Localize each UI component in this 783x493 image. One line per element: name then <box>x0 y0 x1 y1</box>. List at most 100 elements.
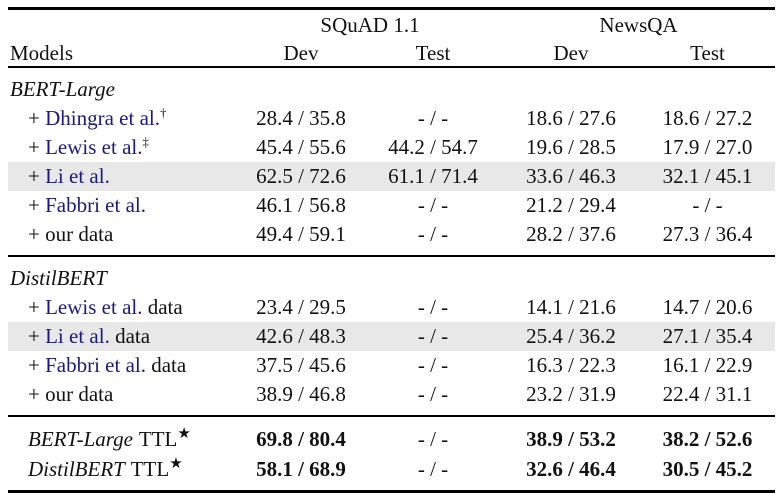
model-row-label: + Li et al. <box>8 162 238 191</box>
cell-newsqa-dev: 23.2 / 31.9 <box>526 382 616 406</box>
column-header-row: Models Dev Test Dev Test <box>8 40 775 67</box>
cell-newsqa-dev: 28.2 / 37.6 <box>526 222 616 246</box>
cell-newsqa-test: 38.2 / 52.6 <box>662 426 753 451</box>
citation-link[interactable]: Li et al. <box>45 324 110 348</box>
model-row-label: + Dhingra et al.† <box>8 104 238 133</box>
cell-squad-test: 61.1 / 71.4 <box>364 162 502 191</box>
cell-newsqa-test: 18.6 / 27.2 <box>662 106 753 130</box>
row-suffix: data <box>145 353 187 377</box>
section-distilbert: DistilBERT + Lewis et al. data 23.4 / 29… <box>8 256 775 416</box>
cell-newsqa-test: 30.5 / 45.2 <box>662 456 753 481</box>
section-title: DistilBERT <box>10 265 107 290</box>
cell-newsqa-test: 14.7 / 20.6 <box>662 295 753 319</box>
citation-link[interactable]: Fabbri et al. <box>45 353 146 377</box>
section-title-row: DistilBERT <box>8 256 775 293</box>
section-ttl-results: BERT-Large TTL★ 69.8 / 80.4 - / - 38.9 / … <box>8 416 775 492</box>
cell-newsqa-test: - / - <box>692 193 723 217</box>
col-header-newsqa-dev: Dev <box>553 41 589 65</box>
group-header-squad: SQuAD 1.1 <box>320 13 420 37</box>
cell-squad-dev: 69.8 / 80.4 <box>256 426 346 451</box>
table-row: + Lewis et al.‡ 45.4 / 55.6 44.2 / 54.7 … <box>8 133 775 162</box>
model-row-label: + Fabbri et al. data <box>8 351 238 380</box>
results-table: SQuAD 1.1 NewsQA Models Dev Test Dev Tes… <box>8 7 775 493</box>
table-row: + Fabbri et al. 46.1 / 56.8 - / - 21.2 /… <box>8 191 775 220</box>
cell-squad-test: - / - <box>417 353 449 377</box>
cell-squad-dev: 49.4 / 59.1 <box>256 222 346 246</box>
ttl-label: TTL <box>138 426 178 451</box>
group-header-newsqa: NewsQA <box>599 13 678 37</box>
row-prefix: + <box>28 135 46 159</box>
table-row: + our data 49.4 / 59.1 - / - 28.2 / 37.6… <box>8 220 775 256</box>
col-header-newsqa-test: Test <box>690 41 725 65</box>
cell-newsqa-test: 32.1 / 45.1 <box>640 162 775 191</box>
cell-squad-dev: 42.6 / 48.3 <box>238 322 364 351</box>
citation-link[interactable]: Li et al. <box>45 164 110 188</box>
cell-squad-test: - / - <box>417 295 449 319</box>
cell-newsqa-dev: 33.6 / 46.3 <box>502 162 640 191</box>
model-row-label: + our data <box>8 220 238 256</box>
cell-squad-dev: 37.5 / 45.6 <box>256 353 346 377</box>
model-name: BERT-Large <box>28 426 133 451</box>
cell-squad-dev: 45.4 / 55.6 <box>256 135 346 159</box>
cell-newsqa-dev: 38.9 / 53.2 <box>526 426 616 451</box>
double-dagger-footnote-mark: ‡ <box>142 134 149 149</box>
row-suffix: data <box>109 324 151 348</box>
table-row: + Fabbri et al. data 37.5 / 45.6 - / - 1… <box>8 351 775 380</box>
row-prefix: + <box>28 106 46 130</box>
cell-squad-dev: 38.9 / 46.8 <box>256 382 346 406</box>
cell-newsqa-dev: 19.6 / 28.5 <box>526 135 616 159</box>
cell-newsqa-test: 27.3 / 36.4 <box>662 222 753 246</box>
table-header: SQuAD 1.1 NewsQA Models Dev Test Dev Tes… <box>8 9 775 67</box>
table-row: + Lewis et al. data 23.4 / 29.5 - / - 14… <box>8 293 775 322</box>
model-row-label: + Li et al. data <box>8 322 238 351</box>
cell-squad-dev: 58.1 / 68.9 <box>256 456 346 481</box>
row-prefix: + <box>28 353 46 377</box>
row-prefix: + <box>28 295 46 319</box>
cell-squad-test: - / - <box>417 456 449 481</box>
citation-link[interactable]: Lewis et al. <box>45 135 143 159</box>
cell-squad-dev: 28.4 / 35.8 <box>256 106 346 130</box>
cell-squad-test: - / - <box>417 382 449 406</box>
cell-newsqa-dev: 18.6 / 27.6 <box>526 106 616 130</box>
cell-squad-dev: 46.1 / 56.8 <box>256 193 346 217</box>
cell-newsqa-dev: 25.4 / 36.2 <box>502 322 640 351</box>
cell-squad-test: - / - <box>417 222 449 246</box>
cell-newsqa-dev: 32.6 / 46.4 <box>526 456 616 481</box>
citation-link[interactable]: Fabbri et al. <box>45 193 146 217</box>
cell-squad-test: - / - <box>417 193 449 217</box>
table-row-highlighted: + Li et al. 62.5 / 72.6 61.1 / 71.4 33.6… <box>8 162 775 191</box>
col-header-models: Models <box>10 41 73 65</box>
table-row-ttl-distilbert: DistilBERT TTL★ 58.1 / 68.9 - / - 32.6 / … <box>8 454 775 492</box>
model-row-label: + Lewis et al.‡ <box>8 133 238 162</box>
section-bert-large: BERT-Large + Dhingra et al.† 28.4 / 35.8… <box>8 67 775 256</box>
section-title-row: BERT-Large <box>8 67 775 104</box>
row-prefix: + <box>28 193 46 217</box>
empty-corner-cell <box>8 9 238 41</box>
column-group-row: SQuAD 1.1 NewsQA <box>8 9 775 41</box>
cell-newsqa-test: 17.9 / 27.0 <box>662 135 753 159</box>
row-prefix: + our data <box>28 222 114 246</box>
table-row: + our data 38.9 / 46.8 - / - 23.2 / 31.9… <box>8 380 775 416</box>
dagger-footnote-mark: † <box>159 105 167 120</box>
row-prefix: + our data <box>28 382 114 406</box>
cell-newsqa-dev: 16.3 / 22.3 <box>526 353 616 377</box>
star-footnote-mark: ★ <box>169 455 183 472</box>
citation-link[interactable]: Dhingra et al. <box>45 106 160 130</box>
cell-squad-test: - / - <box>417 106 449 130</box>
model-row-label: BERT-Large TTL★ <box>8 416 238 454</box>
cell-squad-dev: 23.4 / 29.5 <box>256 295 346 319</box>
row-prefix: + <box>28 164 46 188</box>
section-title: BERT-Large <box>10 76 115 101</box>
ttl-label: TTL <box>130 456 170 481</box>
cell-newsqa-dev: 14.1 / 21.6 <box>526 295 616 319</box>
star-footnote-mark: ★ <box>177 425 191 442</box>
citation-link[interactable]: Lewis et al. <box>45 295 143 319</box>
row-prefix: + <box>28 324 46 348</box>
table-row: + Dhingra et al.† 28.4 / 35.8 - / - 18.6… <box>8 104 775 133</box>
cell-squad-test: - / - <box>364 322 502 351</box>
cell-newsqa-dev: 21.2 / 29.4 <box>526 193 616 217</box>
model-row-label: + our data <box>8 380 238 416</box>
model-row-label: + Lewis et al. data <box>8 293 238 322</box>
cell-newsqa-test: 16.1 / 22.9 <box>662 353 753 377</box>
model-row-label: DistilBERT TTL★ <box>8 454 238 492</box>
